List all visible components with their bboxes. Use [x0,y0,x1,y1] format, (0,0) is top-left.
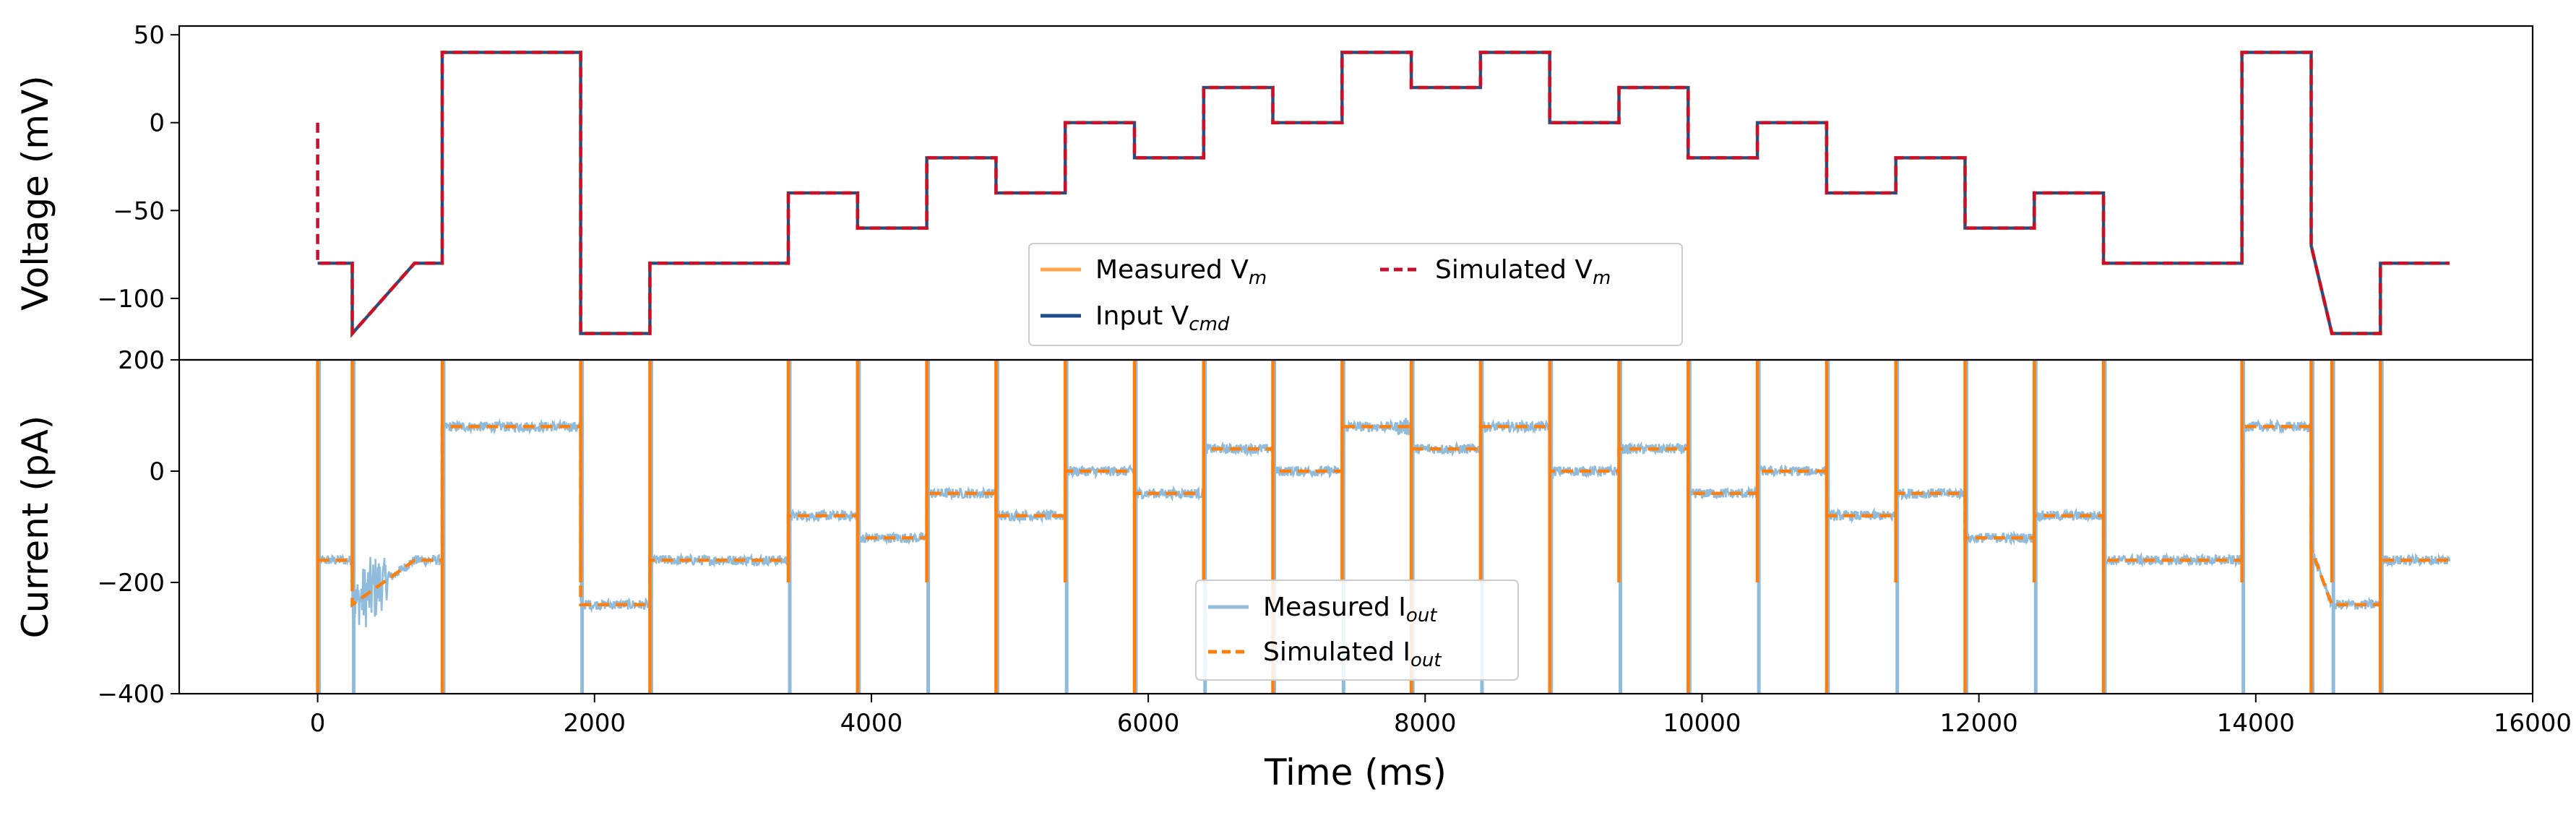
voltage-y-tick-label: 0 [149,109,165,138]
simulated-vm-line [316,51,2450,338]
voltage-legend-label: Input Vcmd [1095,301,1230,335]
voltage-legend-label: Measured Vm [1095,255,1267,289]
time-x-tick-label: 10000 [1663,709,1741,738]
time-x-tick-label: 14000 [2217,709,2295,738]
current-y-tick-label: −200 [98,569,165,598]
time-x-tick-label: 12000 [1940,709,2018,738]
voltage-panel: 50 0 −50 −100 Voltage (mV) Measured Vm Simul… [14,21,2534,361]
time-x-tick-label: 16000 [2494,709,2572,738]
voltage-plot-area [316,51,2450,339]
voltage-legend-item: Measured Vm [1041,255,1267,289]
voltage-y-tick-label: 50 [134,21,165,50]
time-x-ticks: 0 2000 4000 6000 8000 10000 12000 14000 16000 [310,694,2572,738]
voltage-legend-box [1028,243,1683,346]
current-plot-area [316,360,2451,694]
current-y-tick-label: −400 [98,680,165,709]
current-panel: 2000−200−400 0 2000 4000 6000 8000 10000 12000… [14,346,2572,793]
time-x-tick-label: 0 [310,709,326,738]
time-x-tick-label: 2000 [563,709,626,738]
voltage-y-tick-label: −50 [113,197,165,225]
current-y-tick-label: 200 [118,346,165,375]
time-x-tick-label: 6000 [1117,709,1180,738]
current-y-ticks: 200 0 −200 −400 [98,346,179,709]
current-axes-frame [178,358,2534,695]
current-y-tick-label: 0 [149,457,165,486]
voltage-legend-item: Input Vcmd [1041,301,1230,335]
voltage-legend-item: Simulated Vm [1380,255,1611,289]
simulated-iout-line [317,425,2450,608]
current-y-axis-label: Current (pA) [14,416,56,639]
time-x-tick-label: 8000 [1394,709,1457,738]
voltage-legend: Measured Vm Simulated Vm Input Vcmd [1028,243,1683,346]
current-legend-box [1195,580,1519,681]
voltage-y-ticks: 50 0 −50 −100 [98,21,179,314]
time-x-axis-label: Time (ms) [1264,752,1447,793]
voltage-y-axis-label: Voltage (mV) [14,75,56,310]
time-x-tick-label: 4000 [840,709,903,738]
voltage-y-tick-label: −100 [98,285,165,314]
voltage-legend-label: Simulated Vm [1435,255,1611,289]
